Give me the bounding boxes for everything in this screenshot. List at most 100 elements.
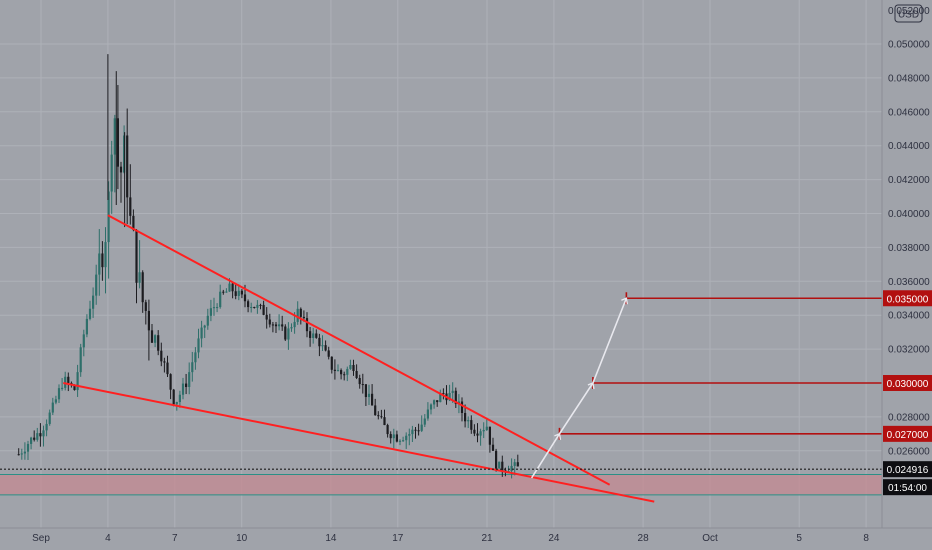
- candle-body: [371, 393, 374, 406]
- candle-155: [498, 461, 501, 469]
- y-tick-label: 0.036000: [888, 277, 930, 288]
- candle-11: [51, 397, 54, 416]
- candle-body: [423, 418, 426, 425]
- candle-body: [243, 294, 247, 302]
- candle-body: [250, 306, 253, 308]
- candle-13: [57, 384, 61, 404]
- candle-112: [364, 384, 367, 407]
- candle-28: [104, 227, 107, 294]
- candle-72: [240, 288, 243, 299]
- candle-body: [380, 416, 383, 418]
- candle-body: [395, 434, 398, 442]
- candle-body: [429, 404, 433, 410]
- candle-57: [194, 347, 197, 370]
- candle-body: [442, 393, 445, 395]
- candle-body: [436, 400, 439, 403]
- candle-body: [402, 440, 405, 442]
- candle-145: [467, 416, 470, 429]
- candle-body: [259, 304, 262, 306]
- candle-134: [433, 399, 436, 409]
- candle-86: [284, 324, 287, 341]
- candle-body: [45, 423, 48, 431]
- candle-body: [194, 352, 197, 363]
- candle-144: [464, 404, 467, 428]
- candle-25: [95, 264, 98, 305]
- candle-2: [23, 442, 26, 460]
- candle-77: [256, 300, 259, 314]
- candle-118: [383, 409, 386, 426]
- candle-126: [408, 428, 411, 446]
- candle-body: [467, 420, 470, 422]
- candle-152: [488, 426, 491, 453]
- candle-43: [150, 324, 154, 343]
- projection-arrowhead: [621, 297, 629, 305]
- candle-99: [324, 340, 327, 352]
- chart-grid: [0, 0, 882, 528]
- candle-31: [113, 114, 116, 193]
- current-price-label: 0.024916: [887, 465, 929, 476]
- time-axis[interactable]: Sep 4 7 10 14 17 21 24 28 Oct 5 8: [0, 527, 932, 544]
- candle-body: [240, 290, 243, 295]
- candle-body: [321, 345, 324, 347]
- candle-76: [253, 306, 256, 309]
- candle-body: [513, 462, 516, 466]
- candle-body: [377, 415, 380, 417]
- candle-body: [64, 376, 67, 388]
- candle-body: [305, 318, 309, 332]
- candle-154: [495, 448, 498, 472]
- candle-102: [333, 359, 336, 380]
- candle-45: [157, 330, 160, 356]
- candle-138: [445, 385, 448, 405]
- candle-body: [61, 387, 64, 389]
- candle-103: [336, 364, 340, 372]
- candle-156: [501, 455, 504, 477]
- candle-121: [392, 428, 395, 449]
- candle-body: [374, 405, 377, 416]
- candle-body: [510, 465, 513, 472]
- candle-55: [188, 362, 191, 395]
- y-tick-label: 0.050000: [888, 40, 930, 51]
- candle-body: [234, 291, 237, 296]
- candle-32: [116, 85, 119, 190]
- candle-body: [185, 383, 188, 388]
- candle-97: [318, 333, 321, 357]
- x-tick-label: Oct: [702, 533, 718, 544]
- candle-body: [30, 437, 33, 444]
- candle-40: [141, 270, 144, 313]
- currency-badge[interactable]: USD: [894, 4, 923, 23]
- price-axis[interactable]: 0.050000 0.048000 0.046000 0.044000 0.042000…: [881, 0, 930, 528]
- candle-132: [426, 402, 429, 421]
- candle-38: [135, 229, 138, 304]
- candle-16: [67, 372, 70, 392]
- target-label-0: 0.035000: [887, 294, 929, 305]
- candle-42: [147, 299, 150, 361]
- candle-0: [17, 448, 20, 456]
- x-tick-label: 4: [105, 533, 111, 544]
- candle-body: [169, 374, 172, 390]
- candle-15: [64, 371, 67, 391]
- candle-79: [262, 300, 265, 316]
- candle-body: [219, 291, 222, 308]
- candle-body: [247, 301, 250, 308]
- candle-147: [473, 424, 476, 437]
- candle-body: [228, 283, 231, 292]
- candle-46: [160, 342, 163, 367]
- candle-130: [420, 415, 423, 433]
- candle-123: [398, 439, 402, 446]
- candle-120: [389, 431, 392, 444]
- candle-1: [20, 448, 23, 460]
- candle-body: [88, 308, 92, 319]
- candle-body: [23, 451, 26, 454]
- candle-81: [268, 313, 271, 328]
- candle-body: [287, 328, 290, 340]
- y-tick-label: 0.032000: [888, 345, 930, 356]
- candle-133: [429, 403, 433, 415]
- candle-69: [231, 281, 234, 299]
- countdown-label-bg: [883, 479, 932, 496]
- candle-153: [491, 437, 495, 451]
- candle-7: [39, 423, 42, 447]
- candle-96: [315, 329, 318, 339]
- candle-body: [20, 453, 23, 455]
- candlestick-series: [17, 54, 519, 479]
